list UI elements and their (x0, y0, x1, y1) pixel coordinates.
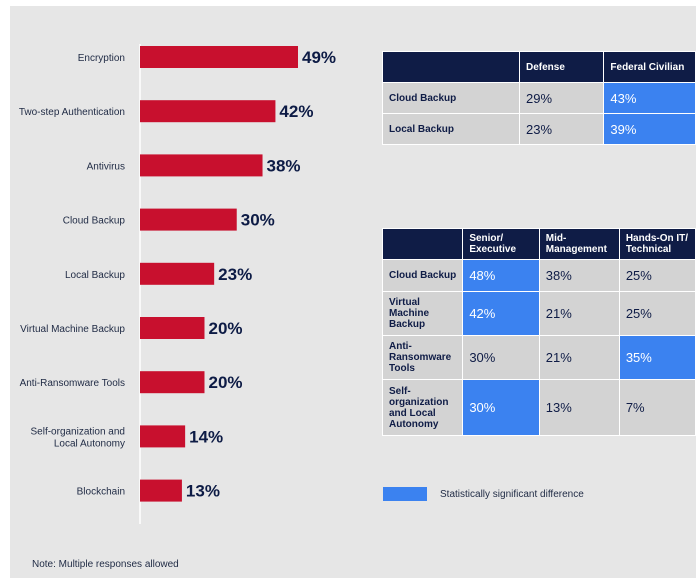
table-row: Virtual Machine Backup 42% 21% 25% (381, 291, 696, 336)
table-cell: 25% (618, 259, 696, 292)
legend-label: Statistically significant difference (440, 488, 584, 500)
significant-cell: 43% (603, 82, 696, 114)
table-cell: 7% (618, 379, 696, 436)
table-row: Cloud Backup 29% 43% (382, 82, 696, 114)
bar (140, 479, 182, 502)
table-cell: 25% (618, 291, 696, 336)
row-header: Anti-Ransomware Tools (381, 335, 464, 380)
role-table: Senior/ Executive Mid-Management Hands-On … (381, 228, 696, 436)
data-label: 20% (208, 373, 242, 392)
data-label: 30% (241, 211, 275, 230)
data-label: 42% (279, 102, 313, 121)
category-label: Virtual Machine Backup (20, 324, 125, 335)
category-label: Two-step Authentication (19, 107, 125, 118)
footnote: Note: Multiple responses allowed (32, 559, 179, 570)
column-header: Federal Civilian (603, 51, 696, 83)
category-label: Cloud Backup (63, 216, 126, 227)
legend: Statistically significant difference (383, 487, 584, 501)
bar-chart: Encryption 49% Two-step Authentication 42% A… (19, 44, 336, 524)
table-cell: 38% (538, 259, 620, 292)
column-header: Mid-Management (538, 228, 620, 260)
table-cell: 23% (518, 113, 605, 145)
bar (140, 371, 205, 394)
legend-swatch (383, 487, 427, 501)
data-label: 38% (267, 156, 301, 175)
category-label: Local Backup (65, 270, 125, 281)
data-label: 23% (218, 265, 252, 284)
bar (140, 317, 205, 339)
column-header: Hands-On IT/ Technical (618, 228, 696, 260)
column-header (382, 51, 520, 83)
bar (140, 154, 263, 177)
column-header: Senior/ Executive (462, 228, 540, 260)
table-cell: 30% (462, 335, 540, 380)
table-cell: 13% (538, 379, 620, 436)
significant-cell: 39% (603, 113, 696, 145)
data-label: 13% (186, 482, 220, 501)
significant-cell: 35% (618, 335, 696, 380)
table-row: Self-organization and Local Autonomy 30% 1… (381, 379, 696, 436)
table-cell: 21% (538, 335, 620, 380)
table-cell: 29% (518, 82, 605, 114)
table-row: Anti-Ransomware Tools 30% 21% 35% (381, 335, 696, 380)
table-row: Local Backup 23% 39% (382, 113, 696, 145)
significant-cell: 48% (462, 259, 540, 292)
column-header: Defense (518, 51, 605, 83)
significant-cell: 30% (462, 379, 540, 436)
figure-panel: Encryption 49% Two-step Authentication 42% A… (10, 6, 696, 578)
significant-cell: 42% (462, 291, 540, 336)
defense-civilian-table: Defense Federal Civilian Cloud Backup 29% 4… (382, 51, 696, 145)
category-label: Encryption (78, 53, 125, 64)
row-header: Local Backup (382, 113, 520, 145)
data-label: 49% (302, 48, 336, 67)
row-header: Self-organization and Local Autonomy (381, 379, 464, 436)
row-header: Virtual Machine Backup (381, 291, 464, 336)
row-header: Cloud Backup (382, 82, 520, 114)
category-label: Self-organization and Local Autonomy (30, 426, 125, 449)
row-header: Cloud Backup (381, 259, 464, 292)
bar (140, 425, 186, 448)
data-label: 14% (189, 427, 223, 446)
bar (140, 208, 237, 231)
bar (140, 46, 298, 68)
table-cell: 21% (538, 291, 620, 336)
data-label: 20% (208, 319, 242, 338)
bar (140, 262, 215, 285)
bar (140, 100, 276, 123)
table-row: Cloud Backup 48% 38% 25% (381, 259, 696, 292)
category-label: Antivirus (87, 161, 125, 172)
column-header (381, 228, 464, 260)
category-label: Blockchain (77, 487, 125, 498)
category-label: Anti-Ransomware Tools (20, 378, 125, 389)
